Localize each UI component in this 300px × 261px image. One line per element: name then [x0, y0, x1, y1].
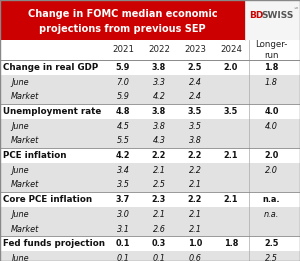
- Bar: [0, 177, 300, 192]
- Text: 4.5: 4.5: [117, 122, 129, 131]
- Bar: [0, 236, 300, 251]
- Bar: [0, 40, 300, 60]
- Text: 5.5: 5.5: [117, 136, 129, 145]
- Text: 3.5: 3.5: [188, 107, 202, 116]
- Text: 3.1: 3.1: [117, 224, 129, 234]
- Text: 2.6: 2.6: [153, 224, 165, 234]
- Text: n.a.: n.a.: [263, 195, 280, 204]
- Text: 2.4: 2.4: [189, 78, 201, 87]
- Text: 2.2: 2.2: [188, 195, 202, 204]
- Text: 5.9: 5.9: [116, 63, 130, 72]
- Text: 2.4: 2.4: [189, 92, 201, 101]
- Text: 3.7: 3.7: [116, 195, 130, 204]
- Text: 3.5: 3.5: [189, 122, 201, 131]
- Text: 0.3: 0.3: [152, 239, 166, 248]
- Bar: [0, 133, 300, 148]
- Text: 2.2: 2.2: [188, 151, 202, 160]
- Bar: [0, 222, 300, 236]
- Text: 7.0: 7.0: [117, 78, 129, 87]
- Text: 2.1: 2.1: [153, 166, 165, 175]
- Text: 2.2: 2.2: [189, 166, 201, 175]
- Bar: [0, 60, 300, 75]
- Text: ℠: ℠: [293, 8, 298, 13]
- Text: 1.8: 1.8: [264, 63, 279, 72]
- Text: 0.1: 0.1: [153, 254, 165, 261]
- Text: 2024: 2024: [220, 45, 242, 55]
- Text: SWISS: SWISS: [261, 11, 293, 20]
- Text: 3.8: 3.8: [152, 63, 166, 72]
- Text: 2.1: 2.1: [189, 180, 201, 189]
- Text: 2.1: 2.1: [224, 195, 238, 204]
- Text: 0.1: 0.1: [116, 239, 130, 248]
- Text: 2.0: 2.0: [264, 151, 279, 160]
- Text: PCE inflation: PCE inflation: [3, 151, 67, 160]
- Text: 1.8: 1.8: [224, 239, 238, 248]
- Text: 2.0: 2.0: [265, 166, 278, 175]
- Text: June: June: [11, 210, 28, 219]
- Text: 2.5: 2.5: [153, 180, 165, 189]
- Text: 2.1: 2.1: [153, 210, 165, 219]
- Text: 2.5: 2.5: [188, 63, 202, 72]
- Text: Longer-
run: Longer- run: [255, 40, 288, 60]
- Text: 1.0: 1.0: [188, 239, 202, 248]
- Text: Market: Market: [11, 224, 39, 234]
- Bar: [0, 251, 300, 261]
- Bar: [0, 192, 300, 207]
- Text: 2.0: 2.0: [224, 63, 238, 72]
- Text: 3.5: 3.5: [117, 180, 129, 189]
- Text: 2.1: 2.1: [189, 224, 201, 234]
- Text: 3.3: 3.3: [153, 78, 165, 87]
- Bar: [0, 119, 300, 133]
- Text: 0.6: 0.6: [189, 254, 201, 261]
- Text: June: June: [11, 166, 28, 175]
- Bar: [0, 207, 300, 222]
- Bar: [0, 148, 300, 163]
- Text: BD: BD: [249, 11, 263, 20]
- Text: 3.8: 3.8: [152, 107, 166, 116]
- Bar: [0, 0, 245, 40]
- Text: 2023: 2023: [184, 45, 206, 55]
- Text: 2.1: 2.1: [189, 210, 201, 219]
- Text: June: June: [11, 78, 28, 87]
- Text: 5.9: 5.9: [117, 92, 129, 101]
- Text: 2.2: 2.2: [152, 151, 166, 160]
- Text: 4.0: 4.0: [264, 107, 279, 116]
- Text: Change in FOMC median economic: Change in FOMC median economic: [28, 9, 217, 19]
- Text: Unemployment rate: Unemployment rate: [3, 107, 101, 116]
- Bar: [245, 0, 300, 40]
- Text: 2.5: 2.5: [265, 254, 278, 261]
- Text: June: June: [11, 122, 28, 131]
- Text: 4.8: 4.8: [116, 107, 130, 116]
- Text: 2022: 2022: [148, 45, 170, 55]
- Text: Market: Market: [11, 180, 39, 189]
- Text: 3.0: 3.0: [117, 210, 129, 219]
- Text: 3.8: 3.8: [189, 136, 201, 145]
- Text: 4.0: 4.0: [265, 122, 278, 131]
- Text: Market: Market: [11, 92, 39, 101]
- Bar: [0, 75, 300, 90]
- Text: 1.8: 1.8: [265, 78, 278, 87]
- Text: 4.2: 4.2: [153, 92, 165, 101]
- Text: Fed funds projection: Fed funds projection: [3, 239, 105, 248]
- Text: 2021: 2021: [112, 45, 134, 55]
- Bar: [0, 163, 300, 177]
- Text: Market: Market: [11, 136, 39, 145]
- Text: 0.1: 0.1: [117, 254, 129, 261]
- Text: 4.2: 4.2: [116, 151, 130, 160]
- Text: projections from previous SEP: projections from previous SEP: [39, 24, 206, 34]
- Text: 3.5: 3.5: [224, 107, 238, 116]
- Text: 2.1: 2.1: [224, 151, 238, 160]
- Text: n.a.: n.a.: [264, 210, 279, 219]
- Text: 3.8: 3.8: [153, 122, 165, 131]
- Bar: [0, 104, 300, 119]
- Text: 4.3: 4.3: [153, 136, 165, 145]
- Text: 2.5: 2.5: [264, 239, 279, 248]
- Text: Core PCE inflation: Core PCE inflation: [3, 195, 92, 204]
- Text: 3.4: 3.4: [117, 166, 129, 175]
- Bar: [0, 90, 300, 104]
- Text: June: June: [11, 254, 28, 261]
- Text: Change in real GDP: Change in real GDP: [3, 63, 98, 72]
- Text: 2.3: 2.3: [152, 195, 166, 204]
